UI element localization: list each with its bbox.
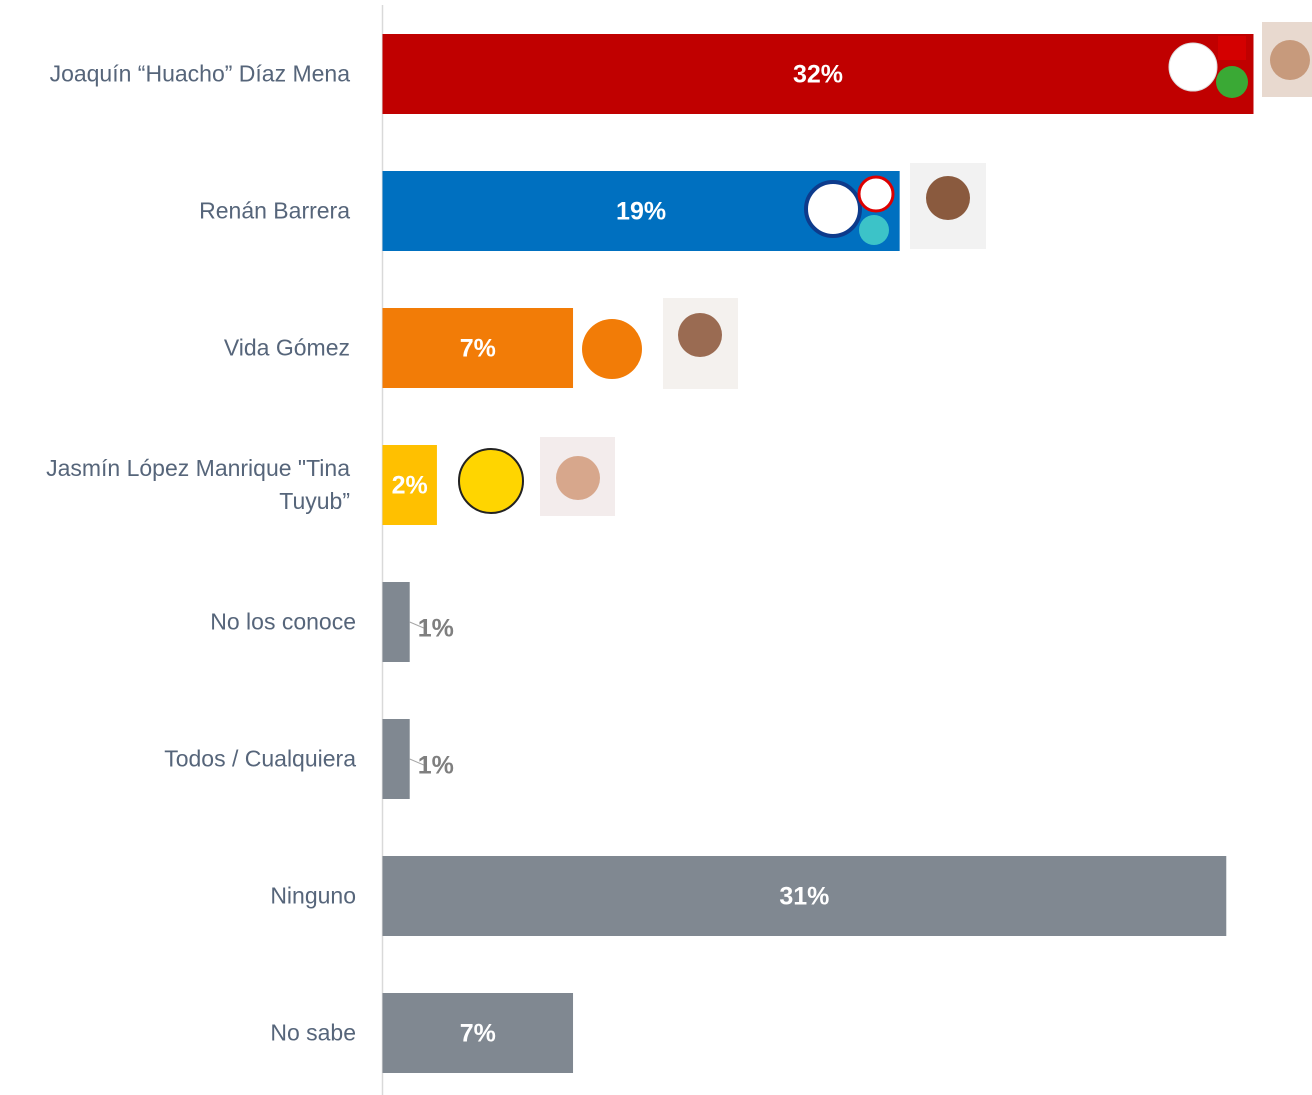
bar [382, 993, 574, 1073]
value-label: 7% [460, 335, 496, 363]
category-label: No sabe [270, 1019, 356, 1046]
category-label: Joaquín “Huacho” Díaz Mena [49, 60, 350, 87]
party-logo [1218, 36, 1246, 60]
bar [382, 445, 437, 525]
bar [382, 308, 574, 388]
candidate-photo [926, 176, 970, 220]
category-label: Todos / Cualquiera [164, 745, 356, 772]
category-label: No los conoce [210, 608, 356, 635]
category-label: Ninguno [270, 882, 356, 909]
candidate-photo [556, 456, 600, 500]
leader-line [409, 621, 424, 629]
party-logo [582, 319, 642, 379]
category-label: Jasmín López Manrique "Tina Tuyub” [46, 455, 350, 514]
bar [382, 856, 1227, 936]
value-label: 2% [392, 472, 428, 500]
party-logo [458, 448, 524, 514]
bar [382, 719, 410, 799]
candidate-photo [678, 313, 722, 357]
bar [382, 34, 1254, 114]
value-label: 1% [418, 752, 454, 780]
value-label: 31% [779, 883, 829, 911]
party-logo [1168, 42, 1218, 92]
party-logo [804, 180, 862, 238]
value-label: 19% [616, 198, 666, 226]
category-label: Vida Gómez [223, 334, 350, 361]
party-logo [1216, 66, 1248, 98]
category-label: Renán Barrera [199, 197, 350, 224]
value-label: 7% [460, 1020, 496, 1048]
leader-line [409, 758, 424, 766]
value-label: 32% [793, 61, 843, 89]
icons [458, 22, 1312, 516]
value-label: 1% [418, 615, 454, 643]
party-logo [857, 175, 895, 213]
bar [382, 582, 410, 662]
party-logo [859, 215, 889, 245]
candidate-photo [1270, 40, 1310, 80]
